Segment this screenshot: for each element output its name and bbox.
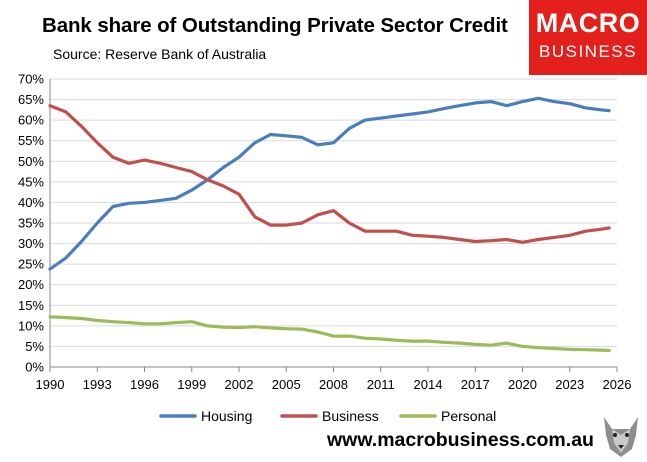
x-tick-label: 1990 — [36, 377, 65, 392]
y-tick-label: 70% — [18, 72, 44, 87]
x-tick-label: 2014 — [414, 377, 443, 392]
chart-title: Bank share of Outstanding Private Sector… — [42, 14, 508, 37]
x-tick-label: 2017 — [461, 377, 490, 392]
x-tick-label: 2008 — [319, 377, 348, 392]
y-tick-label: 60% — [18, 113, 44, 128]
y-tick-label: 0% — [25, 360, 44, 375]
logo-line-2: BUSINESS — [539, 42, 637, 61]
y-tick-label: 35% — [18, 216, 44, 231]
y-tick-label: 10% — [18, 318, 44, 333]
y-tick-label: 55% — [18, 133, 44, 148]
y-tick-label: 20% — [18, 277, 44, 292]
y-tick-label: 15% — [18, 298, 44, 313]
x-tick-label: 2011 — [367, 377, 395, 392]
x-tick-label: 2020 — [508, 377, 537, 392]
x-axis-tick-labels: 1990 1993 1996 1999 2002 2005 2008 2011 2014 2017… — [36, 377, 632, 392]
legend-label-housing: Housing — [201, 408, 252, 424]
series-line-housing — [48, 96, 611, 271]
y-axis-tick-labels: 0% 5% 10% 15% 20% 25% 30% 35% 40% 45% 50% 55% 60% 65%… — [18, 72, 44, 375]
legend-label-business: Business — [322, 408, 379, 424]
y-tick-label: 5% — [25, 339, 44, 354]
series-line-personal — [48, 315, 611, 353]
chart-subtitle: Source: Reserve Bank of Australia — [53, 46, 267, 62]
macrobusiness-logo: MACRO BUSINESS — [529, 0, 647, 75]
x-tick-label: 1993 — [83, 377, 112, 392]
logo-line-1: MACRO — [535, 8, 641, 38]
x-tick-label: 1996 — [130, 377, 159, 392]
y-tick-label: 45% — [18, 174, 44, 189]
y-tick-label: 30% — [18, 236, 44, 251]
x-tick-label: 2023 — [555, 377, 584, 392]
legend-label-personal: Personal — [441, 408, 496, 424]
footer-url: www.macrobusiness.com.au — [327, 429, 594, 451]
y-tick-label: 40% — [18, 195, 44, 210]
y-tick-label: 65% — [18, 92, 44, 107]
legend: Housing Business Personal — [159, 408, 496, 424]
x-tick-label: 2026 — [603, 377, 632, 392]
wolf-mascot-icon — [604, 417, 638, 457]
x-tick-label: 1999 — [177, 377, 206, 392]
x-tick-label: 2005 — [272, 377, 301, 392]
y-tick-label: 50% — [18, 154, 44, 169]
y-tick-label: 25% — [18, 257, 44, 272]
x-tick-label: 2002 — [225, 377, 254, 392]
series-line-business — [48, 104, 611, 244]
axes — [49, 79, 618, 372]
series-lines — [48, 96, 611, 353]
